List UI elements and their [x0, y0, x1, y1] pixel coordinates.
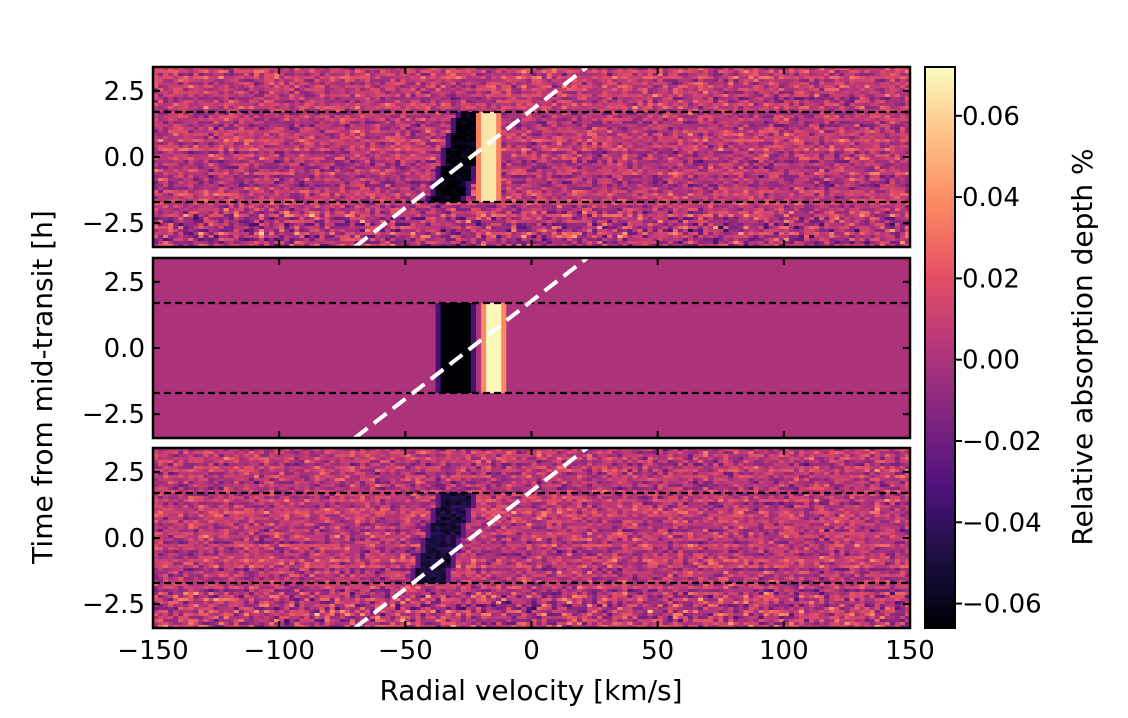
x-tick-label: 100 [759, 636, 809, 666]
y-axis-label: Time from mid-transit [h] [26, 210, 59, 565]
y-tick-label: 2.5 [104, 458, 145, 488]
x-tick-label: 0 [523, 636, 540, 666]
x-tick-label: −50 [378, 636, 433, 666]
y-tick-label: −2.5 [82, 590, 145, 620]
y-tick-label: 2.5 [104, 77, 145, 107]
x-tick-label: −100 [243, 636, 314, 666]
heatmap-panel-observed: 2.5 0.0 −2.5 [82, 65, 912, 249]
colorbar-tick-label: −0.06 [962, 590, 1042, 620]
planet-trail-line [353, 448, 589, 628]
y-tick-label: −2.5 [82, 400, 145, 430]
x-axis-label: Radial velocity [km/s] [379, 674, 682, 707]
colorbar-label: Relative absorption depth % [1066, 148, 1099, 545]
colorbar-tick-label: 0.02 [962, 264, 1020, 294]
y-tick-label: 2.5 [104, 268, 145, 298]
colorbar-gradient [924, 66, 956, 629]
x-tick-label: 50 [641, 636, 674, 666]
x-tick-label: 150 [885, 636, 935, 666]
y-tick-label: 0.0 [104, 143, 145, 173]
y-tick-label: 0.0 [104, 334, 145, 364]
y-tick-label: −2.5 [82, 209, 145, 239]
colorbar-tick-label: −0.02 [962, 427, 1042, 457]
colorbar-tick-label: 0.06 [962, 102, 1020, 132]
colorbar-tick-label: 0.00 [962, 346, 1020, 376]
planet-trail-line [353, 67, 589, 247]
colorbar-tick-label: −0.04 [962, 508, 1042, 538]
x-tick-labels: −150 −100 −50 0 50 100 150 [117, 636, 935, 666]
y-tick-label: 0.0 [104, 524, 145, 554]
heatmap-panel-model: 2.5 0.0 −2.5 [82, 256, 912, 440]
colorbar: 0.06 0.04 0.02 0.00 −0.02 −0.04 −0.06 Relative… [924, 66, 1099, 629]
planet-trail-line [353, 258, 589, 438]
x-tick-label: −150 [117, 636, 188, 666]
colorbar-tick-label: 0.04 [962, 183, 1020, 213]
heatmap-panel-residual: 2.5 0.0 −2.5 [82, 446, 912, 630]
